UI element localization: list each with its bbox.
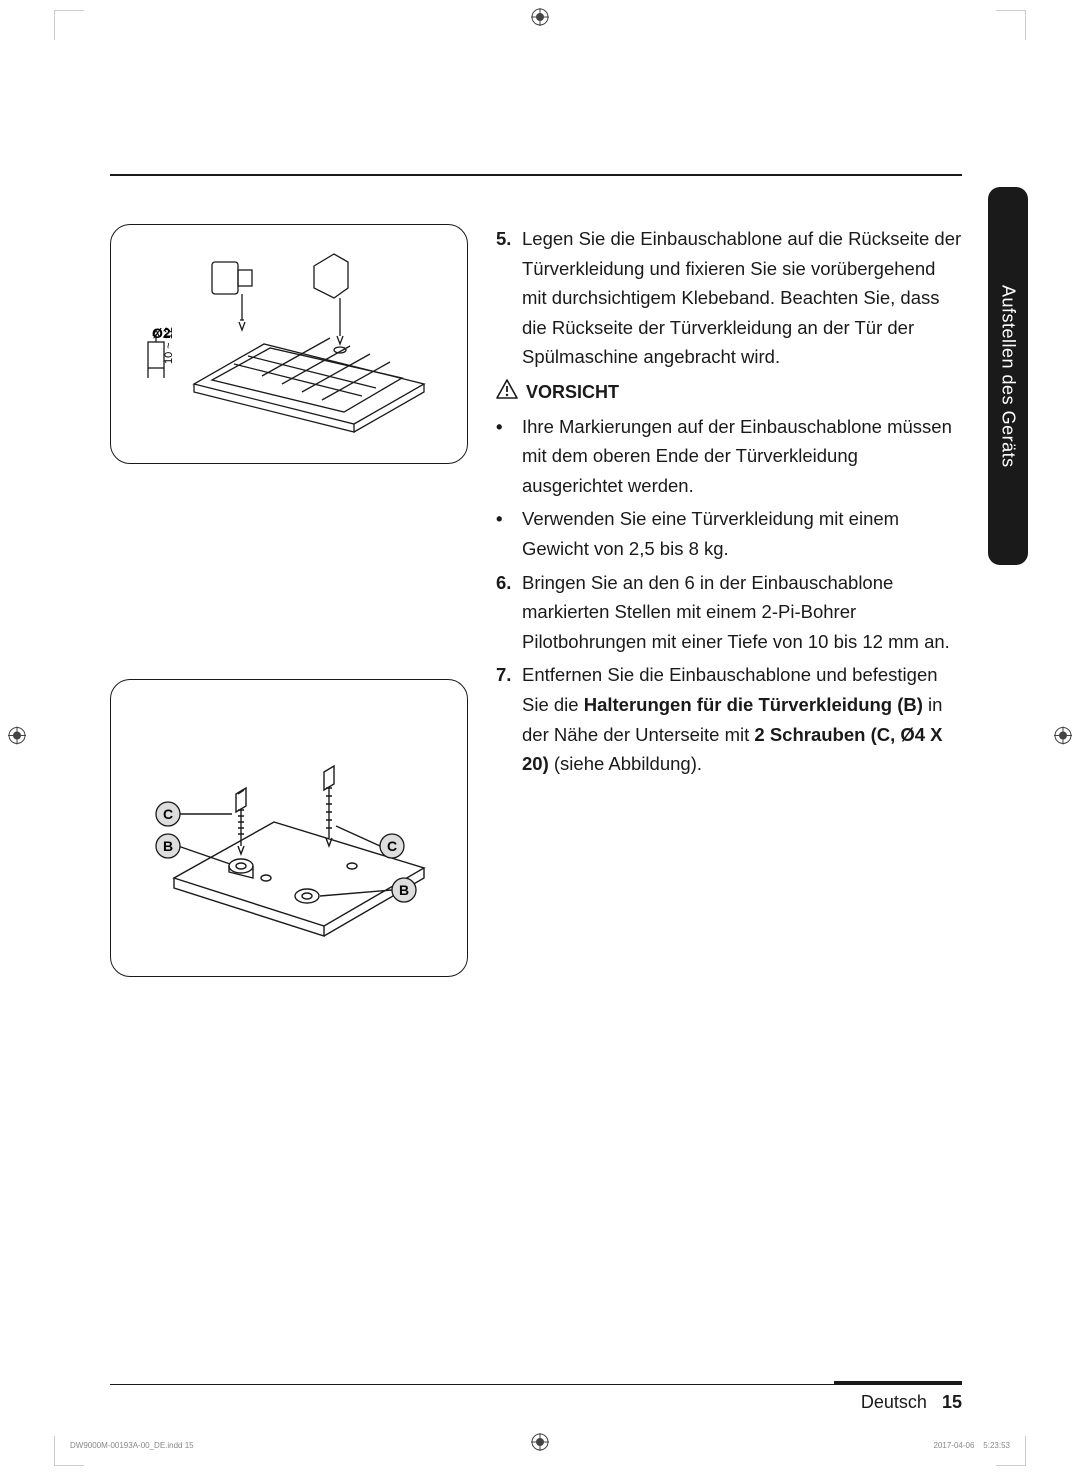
print-meta-date: 2017-04-06 5:23:53: [933, 1441, 1010, 1450]
registration-mark-icon: [531, 1433, 549, 1456]
steps-list: 5. Legen Sie die Einbauschablone auf die…: [496, 224, 962, 372]
page-number: 15: [942, 1392, 962, 1412]
bullet-text: Verwenden Sie eine Türverkleidung mit ei…: [522, 504, 962, 563]
step-5: 5. Legen Sie die Einbauschablone auf die…: [496, 224, 962, 372]
footer-rule: [110, 1384, 962, 1386]
caution-bullets: • Ihre Markierungen auf der Einbauschabl…: [496, 412, 962, 564]
section-tab-label: Aufstellen des Geräts: [998, 285, 1019, 468]
registration-mark-icon: [8, 727, 26, 750]
registration-mark-icon: [531, 8, 549, 31]
content-area: Ø2 10 ~ 12: [110, 224, 962, 1356]
figures-column: Ø2 10 ~ 12: [110, 224, 468, 1356]
print-meta-file: DW9000M-00193A-00_DE.indd 15: [70, 1441, 194, 1450]
bullet-item: • Verwenden Sie eine Türverkleidung mit …: [496, 504, 962, 563]
steps-list-cont: 6. Bringen Sie an den 6 in der Einbausch…: [496, 568, 962, 779]
registration-mark-icon: [1054, 727, 1072, 750]
caution-heading: VORSICHT: [496, 378, 962, 408]
svg-text:10 ~ 12: 10 ~ 12: [163, 327, 175, 364]
crop-mark: [996, 10, 1026, 40]
caution-label: VORSICHT: [526, 378, 619, 407]
instructions-column: 5. Legen Sie die Einbauschablone auf die…: [496, 224, 962, 1356]
footer-text: Deutsch 15: [861, 1392, 962, 1413]
bullet-mark: •: [496, 412, 522, 501]
header-rule: [110, 174, 962, 176]
warning-icon: [496, 378, 518, 408]
svg-text:B: B: [163, 838, 173, 854]
svg-text:C: C: [163, 806, 173, 822]
bullet-mark: •: [496, 504, 522, 563]
figure-drilling-template: Ø2 10 ~ 12: [110, 224, 468, 464]
section-tab: Aufstellen des Geräts: [988, 187, 1028, 565]
step-text: Bringen Sie an den 6 in der Einbauschabl…: [522, 568, 962, 657]
step-number: 7.: [496, 660, 522, 778]
crop-mark: [54, 10, 84, 40]
svg-text:C: C: [387, 838, 397, 854]
step-number: 6.: [496, 568, 522, 657]
step-7: 7. Entfernen Sie die Einbauschablone und…: [496, 660, 962, 778]
figure-bracket-install: C B C B: [110, 679, 468, 977]
step-text: Legen Sie die Einbauschablone auf die Rü…: [522, 224, 962, 372]
step-6: 6. Bringen Sie an den 6 in der Einbausch…: [496, 568, 962, 657]
footer-language: Deutsch: [861, 1392, 927, 1412]
figure-drilling-svg: Ø2 10 ~ 12: [134, 244, 444, 444]
bullet-text: Ihre Markierungen auf der Einbauschablon…: [522, 412, 962, 501]
svg-text:B: B: [399, 882, 409, 898]
step-number: 5.: [496, 224, 522, 372]
manual-page: Aufstellen des Geräts: [0, 0, 1080, 1476]
step-text: Entfernen Sie die Einbauschablone und be…: [522, 660, 962, 778]
bullet-item: • Ihre Markierungen auf der Einbauschabl…: [496, 412, 962, 501]
figure-bracket-svg: C B C B: [134, 698, 444, 958]
